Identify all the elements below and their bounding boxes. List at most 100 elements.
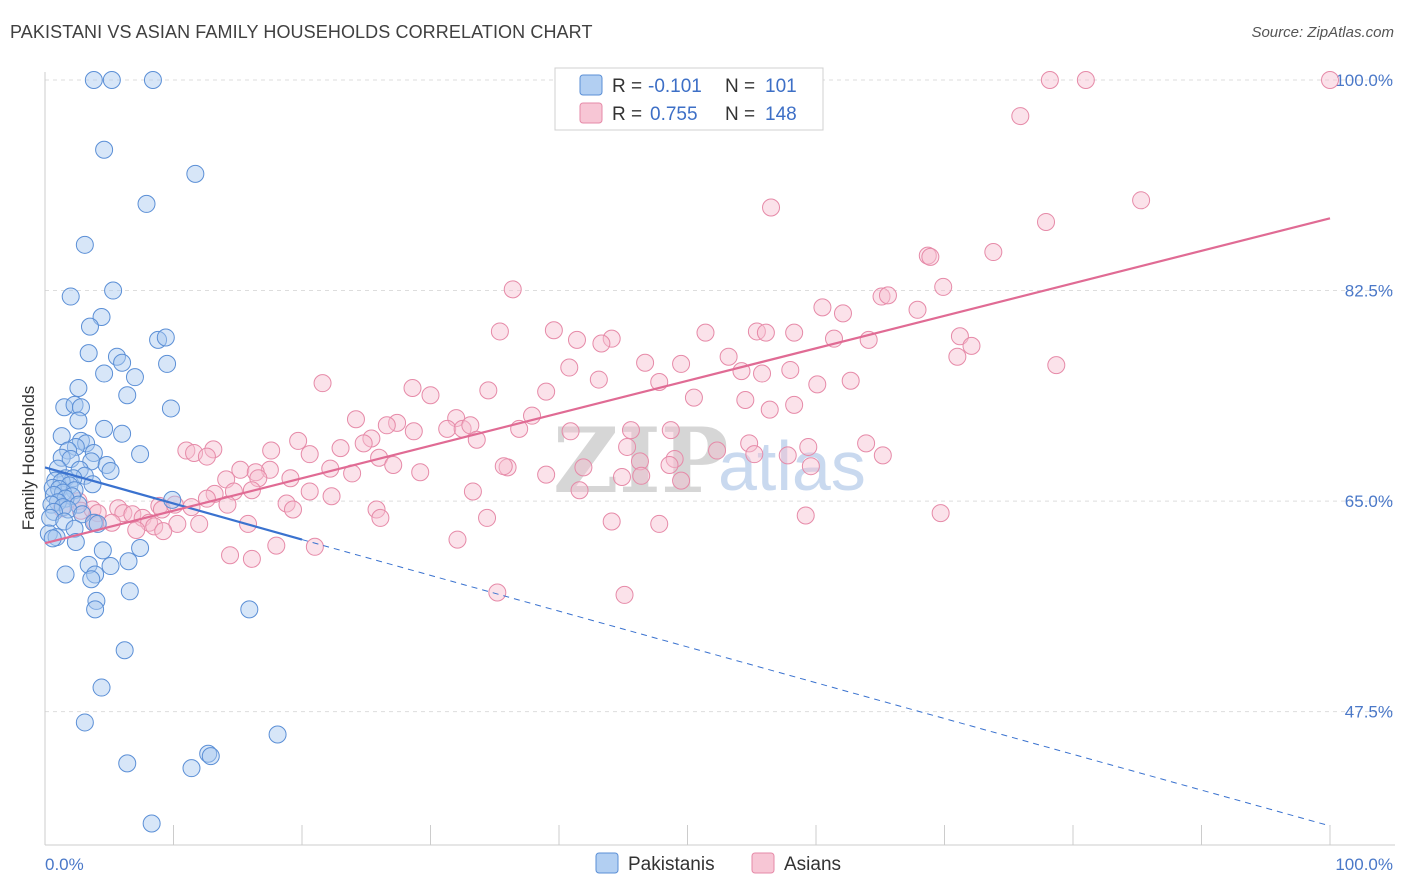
asian-point: [384, 455, 403, 474]
asian-point: [672, 471, 691, 490]
asian-point: [411, 463, 430, 482]
pakistani-point: [86, 600, 105, 619]
pakistani-point: [102, 71, 121, 89]
asian-point: [747, 322, 766, 341]
bottom-legend-label-asians: Asians: [784, 854, 841, 875]
asian-point: [799, 437, 818, 456]
asian-point: [503, 280, 522, 299]
top-legend: R = -0.101 N = 101 R = 0.755 N = 148: [554, 67, 824, 131]
asian-point: [756, 323, 775, 342]
asian-point: [300, 482, 319, 501]
asian-point: [404, 422, 423, 441]
pakistani-point: [56, 565, 75, 584]
pakistani-point: [101, 462, 120, 480]
asian-point: [448, 530, 467, 549]
pakistani-point: [186, 164, 205, 183]
asian-point: [1076, 71, 1095, 89]
legend-n-value-asians: 148: [765, 104, 797, 125]
pakistani-point: [80, 317, 99, 336]
asian-point: [300, 445, 319, 464]
pakistani-point: [125, 368, 144, 387]
pakistani-point: [131, 445, 150, 464]
asian-point: [1132, 191, 1151, 210]
pakistani-point: [156, 328, 175, 347]
pakistani-point: [42, 495, 61, 514]
asian-point: [281, 469, 300, 488]
asian-point: [778, 446, 797, 465]
pakistani-point: [75, 713, 94, 732]
pakistani-point: [84, 71, 103, 89]
asian-point: [921, 247, 940, 266]
asian-point: [438, 419, 457, 438]
asian-point: [857, 434, 876, 453]
asian-point: [781, 360, 800, 379]
asian-point: [284, 500, 303, 519]
asian-point: [696, 323, 715, 342]
bottom-legend-label-pakistanis: Pakistanis: [628, 854, 715, 875]
asian-point: [1011, 107, 1030, 126]
asian-point: [753, 364, 772, 383]
chart-title: PAKISTANI VS ASIAN FAMILY HOUSEHOLDS COR…: [10, 22, 593, 42]
pakistani-point: [75, 235, 94, 254]
legend-r-value-pakistanis: -0.101: [648, 76, 702, 97]
asian-point: [931, 504, 950, 523]
asian-point: [833, 304, 852, 323]
asian-point: [305, 537, 324, 556]
asian-point: [537, 382, 556, 401]
pakistani-point: [104, 281, 123, 300]
pakistani-point: [95, 419, 114, 438]
asian-point: [592, 334, 611, 353]
watermark-atlas-text: atlas: [718, 427, 866, 505]
asian-point: [322, 487, 341, 506]
asian-point: [289, 431, 308, 450]
pakistani-point: [61, 287, 80, 306]
asian-points: [52, 71, 1339, 604]
pakistani-point: [77, 434, 96, 453]
pakistani-point: [119, 552, 138, 571]
asian-point: [221, 546, 240, 565]
asian-point: [537, 465, 556, 484]
pakistani-point: [93, 541, 112, 560]
legend-n-label-asians: N =: [725, 104, 755, 125]
asian-point: [154, 522, 173, 541]
asian-point: [719, 347, 738, 366]
asian-point: [602, 329, 621, 348]
asian-point: [684, 388, 703, 407]
trend-lines: [44, 217, 1331, 827]
asian-point: [488, 583, 507, 602]
asian-point: [377, 416, 396, 435]
pakistani-point: [199, 744, 218, 763]
asian-point: [313, 374, 332, 393]
asian-point: [760, 400, 779, 419]
asian-point: [331, 439, 350, 458]
pakistani-point: [41, 508, 60, 527]
asian-point: [560, 358, 579, 377]
asian-point: [873, 446, 892, 465]
legend-n-label-pakistanis: N =: [725, 76, 755, 97]
pakistani-point: [201, 747, 220, 766]
asian-point: [190, 514, 209, 533]
legend-swatch-asians: [579, 102, 603, 124]
asian-point: [908, 300, 927, 319]
asian-point: [878, 286, 897, 305]
pakistani-point: [59, 500, 78, 519]
pakistani-point: [92, 308, 111, 327]
asian-point: [602, 512, 621, 531]
asian-point: [490, 322, 509, 341]
asian-trend-line: [44, 217, 1331, 545]
pakistani-point: [43, 529, 62, 548]
x-tick-label-max: 100.0%: [1335, 855, 1393, 874]
asian-point: [1037, 212, 1056, 231]
pakistani-point: [268, 725, 287, 744]
asian-point: [371, 508, 390, 527]
y-axis-label: Family Households: [19, 386, 38, 531]
asian-point: [872, 287, 891, 306]
asian-point: [204, 440, 223, 459]
pakistani-point: [53, 498, 72, 517]
pakistani-point: [71, 431, 90, 450]
pakistani-point: [131, 538, 150, 557]
asian-point: [745, 445, 764, 464]
asian-point: [561, 422, 580, 441]
asian-point: [463, 482, 482, 501]
pakistani-point: [69, 495, 88, 514]
